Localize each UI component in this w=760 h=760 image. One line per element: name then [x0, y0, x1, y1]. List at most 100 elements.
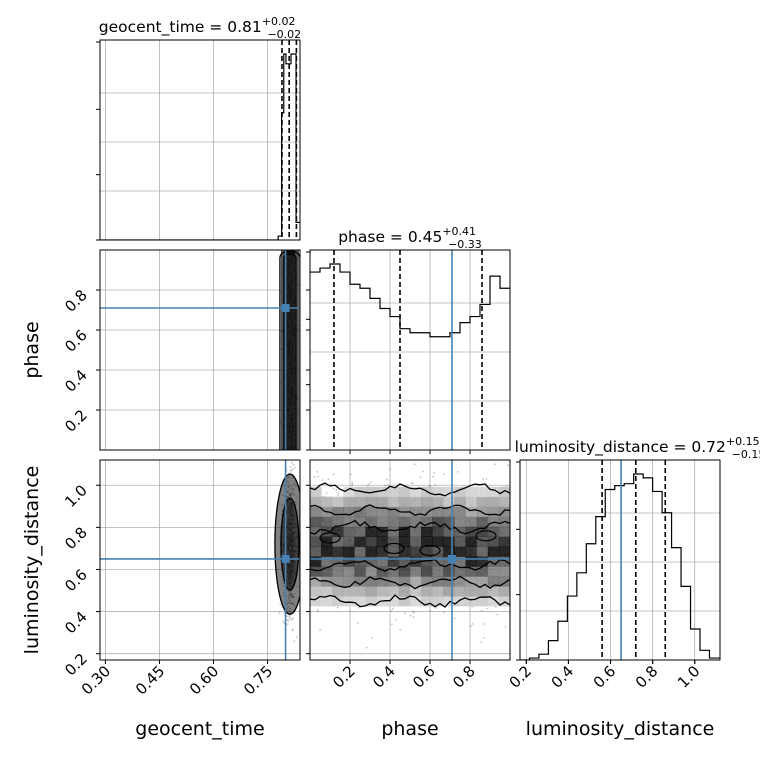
density-bin [465, 516, 478, 527]
density-bin [443, 486, 455, 498]
density-bin [321, 595, 333, 607]
sample-point [404, 612, 406, 615]
density-bin [454, 576, 467, 587]
sample-point [419, 476, 422, 479]
density-bin [454, 595, 467, 607]
density-bin [432, 556, 444, 567]
panel-frame [519, 459, 721, 661]
density-bin [354, 595, 367, 607]
sample-point [456, 470, 459, 473]
sample-point [292, 463, 295, 466]
panel-frame [309, 459, 511, 661]
density-bin [421, 566, 433, 577]
density-bin [343, 486, 355, 498]
sample-point [384, 484, 387, 487]
xtick-label: 0.4 [548, 662, 578, 692]
contour [310, 558, 510, 572]
density-bin [487, 486, 500, 498]
xtick-label: 0.6 [409, 662, 439, 692]
sample-point [325, 492, 328, 495]
density-bin [387, 486, 400, 498]
sample-point [350, 473, 352, 476]
density-bin [443, 536, 455, 547]
sample-point [287, 619, 290, 622]
sample-point [480, 641, 483, 643]
density-bin [465, 506, 478, 518]
panel-frame [99, 249, 301, 451]
sample-point [336, 606, 339, 609]
density-bin [310, 496, 322, 508]
sample-point [316, 609, 319, 611]
density-bin [476, 546, 489, 557]
sample-point [494, 605, 497, 608]
xtick-label: 0.8 [449, 662, 479, 692]
contour [310, 519, 510, 535]
sample-point [289, 618, 292, 621]
sample-point [283, 612, 286, 614]
ytick-label: 0.2 [61, 406, 91, 436]
density-bin [454, 536, 467, 547]
sample-point [295, 636, 298, 639]
density-bin [321, 536, 333, 547]
sample-point [394, 618, 397, 621]
density-bin [354, 536, 367, 547]
density-bin [432, 506, 444, 518]
density-bin [332, 556, 344, 567]
density-bin [476, 556, 489, 567]
density-bin [410, 566, 422, 577]
density-bin [354, 496, 367, 508]
density-bin [498, 496, 510, 508]
title-name: phase = 0.45 [338, 228, 442, 246]
density-bin [454, 556, 467, 567]
density-bin [465, 486, 478, 498]
density-bin [354, 566, 367, 577]
title-minus: −0.33 [448, 238, 482, 251]
sample-point [371, 636, 373, 639]
density-bin [343, 576, 355, 587]
density-bin [376, 566, 389, 577]
density-bin [398, 546, 411, 557]
density-bin [321, 526, 333, 537]
density-bin [365, 556, 378, 567]
xtick-label: 0.2 [506, 662, 536, 692]
density-bin [310, 556, 322, 567]
density-bin [421, 536, 433, 547]
xtick-label: 0.2 [329, 662, 359, 692]
density-bin [398, 576, 411, 587]
density-bin [310, 576, 322, 587]
sample-point [386, 484, 389, 487]
density-bin [410, 536, 422, 547]
density-bin [443, 526, 455, 537]
density-bin [454, 486, 467, 498]
density-bin [476, 486, 489, 498]
density-bin [421, 496, 433, 508]
density-bin [443, 546, 455, 557]
density-bin [343, 496, 355, 508]
sample-point [292, 468, 294, 470]
density-bin [432, 536, 444, 547]
density-bin [410, 576, 422, 587]
contour [383, 542, 405, 555]
density-bin [321, 556, 333, 567]
density-bin [398, 586, 411, 597]
density-bin [465, 566, 478, 577]
sample-point [443, 611, 445, 614]
xtick-label: 0.45 [132, 662, 168, 698]
density-bin [498, 486, 510, 498]
density-bin [343, 536, 355, 547]
density-bin [332, 526, 344, 537]
sample-point [293, 640, 296, 643]
sample-point [388, 468, 391, 471]
truth-marker [281, 554, 290, 563]
density-bin [432, 496, 444, 508]
contour [310, 482, 510, 497]
sample-point [278, 611, 281, 614]
sample-point [291, 629, 294, 632]
density-bin [421, 595, 433, 607]
density-bin [332, 595, 344, 607]
sample-point [291, 618, 293, 621]
density-bin [432, 516, 444, 527]
sample-point [329, 483, 332, 486]
sample-point [479, 457, 481, 459]
